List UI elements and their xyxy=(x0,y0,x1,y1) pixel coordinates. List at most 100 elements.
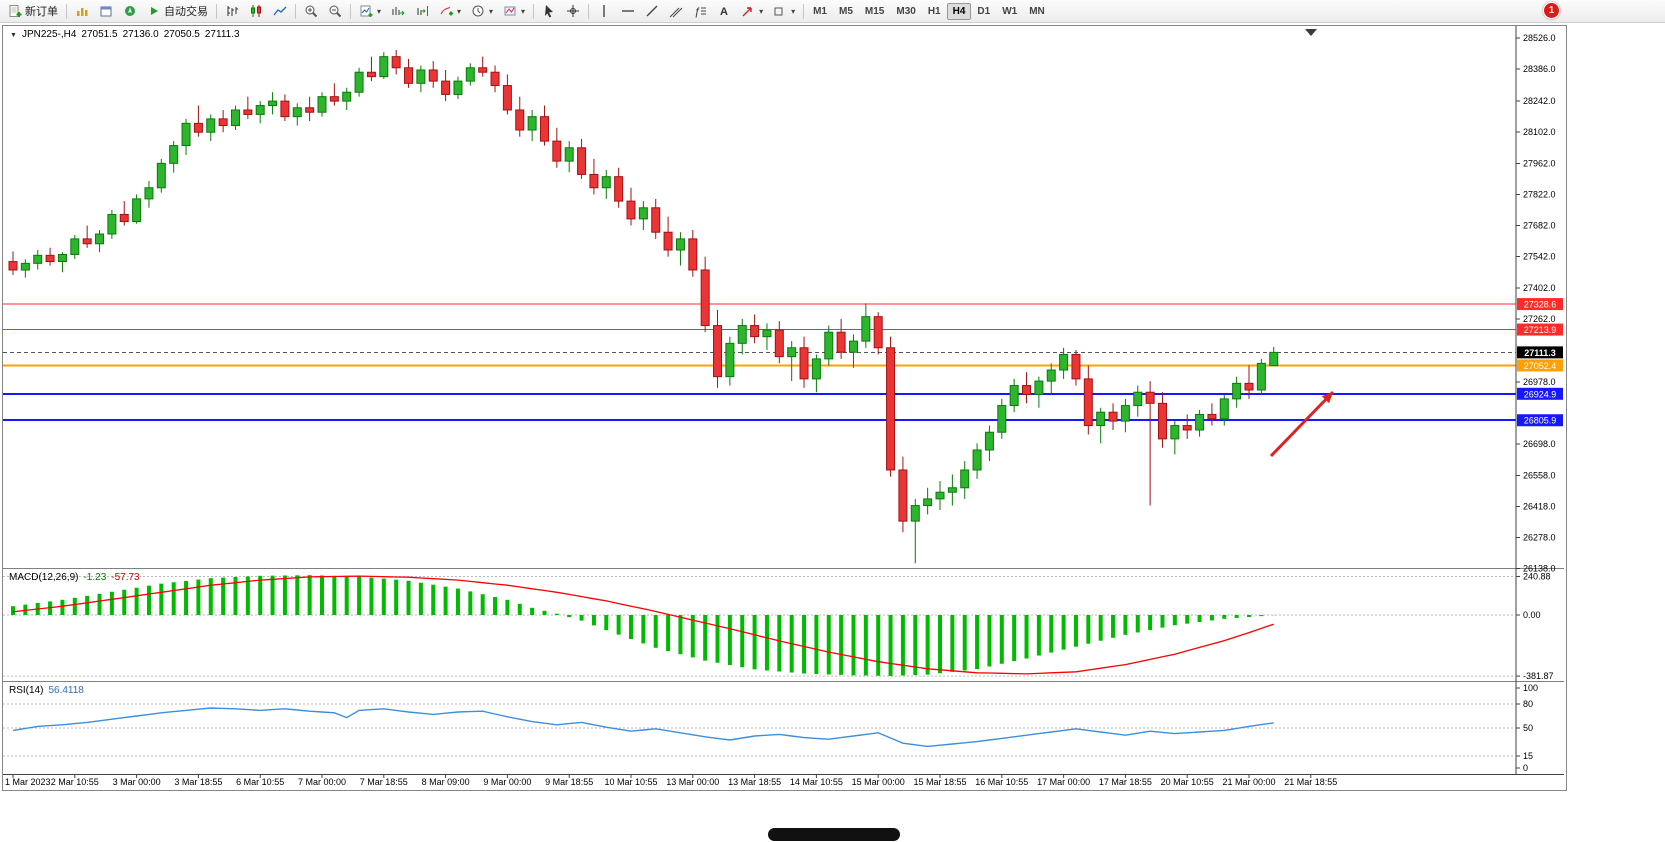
horizontal-line-button[interactable] xyxy=(616,1,640,22)
timeframe-h4-button[interactable]: H4 xyxy=(946,2,972,20)
timeframe-mn-button[interactable]: MN xyxy=(1029,5,1045,17)
autotrading-button[interactable]: 自动交易 xyxy=(142,1,213,22)
line-chart-icon xyxy=(273,6,287,16)
candles xyxy=(8,50,1279,564)
timeframe-m15-button[interactable]: M15 xyxy=(864,5,885,17)
dropdown-caret-icon: ▾ xyxy=(377,6,382,16)
timeframe-d1-button[interactable]: D1 xyxy=(977,5,991,17)
notification-badge[interactable]: 1 xyxy=(1543,2,1560,19)
svg-text:50: 50 xyxy=(1523,723,1533,733)
svg-text:28242.0: 28242.0 xyxy=(1523,96,1556,106)
trendline-button[interactable] xyxy=(640,1,664,22)
fibonacci-button[interactable]: ƒ xyxy=(688,1,712,22)
autoscroll-icon xyxy=(392,7,405,16)
toolbar-separator xyxy=(588,3,590,19)
indicators-button[interactable]: ▾ xyxy=(434,1,466,22)
svg-text:27962.0: 27962.0 xyxy=(1523,158,1556,168)
template-icon xyxy=(504,6,516,16)
svg-text:20 Mar 10:55: 20 Mar 10:55 xyxy=(1161,777,1214,787)
svg-text:2 Mar 10:55: 2 Mar 10:55 xyxy=(51,777,99,787)
svg-text:13 Mar 18:55: 13 Mar 18:55 xyxy=(728,777,781,787)
arrows-tool-button[interactable]: ▾ xyxy=(736,1,768,22)
svg-text:100: 100 xyxy=(1523,683,1538,693)
svg-text:27052.4: 27052.4 xyxy=(1524,361,1557,371)
autoscroll-button[interactable] xyxy=(386,1,410,22)
zoom-in-button[interactable] xyxy=(299,1,323,22)
svg-text:26978.0: 26978.0 xyxy=(1523,377,1556,387)
svg-text:27402.0: 27402.0 xyxy=(1523,283,1556,293)
svg-text:17 Mar 18:55: 17 Mar 18:55 xyxy=(1099,777,1152,787)
svg-text:14 Mar 10:55: 14 Mar 10:55 xyxy=(790,777,843,787)
svg-text:9 Mar 18:55: 9 Mar 18:55 xyxy=(545,777,593,787)
chart-shift-icon xyxy=(417,6,429,16)
candlestick-chart-button[interactable] xyxy=(244,1,268,22)
data-window-button[interactable] xyxy=(94,1,118,22)
svg-text:17 Mar 00:00: 17 Mar 00:00 xyxy=(1037,777,1090,787)
timeframe-w1-button[interactable]: W1 xyxy=(1002,5,1018,17)
periods-button[interactable]: ▾ xyxy=(466,1,498,22)
new-chart-button[interactable]: ▾ xyxy=(354,1,386,22)
timeframe-m5-button[interactable]: M5 xyxy=(839,5,853,17)
svg-text:26698.0: 26698.0 xyxy=(1523,439,1556,449)
trendline-icon xyxy=(646,5,658,17)
svg-text:27262.0: 27262.0 xyxy=(1523,314,1556,324)
price-axis: 28526.0 28386.0 28242.0 28102.0 27962.0 27822… xyxy=(1516,33,1556,574)
chart-canvas[interactable]: 28526.0 28386.0 28242.0 28102.0 27962.0 27822… xyxy=(3,26,1564,788)
chart-background xyxy=(3,26,1564,788)
zoom-out-button[interactable] xyxy=(323,1,347,22)
svg-text:0.00: 0.00 xyxy=(1523,610,1541,620)
svg-text:27822.0: 27822.0 xyxy=(1523,189,1556,199)
channel-button[interactable] xyxy=(664,1,688,22)
shapes-tool-button[interactable]: ▾ xyxy=(768,1,800,22)
svg-text:21 Mar 18:55: 21 Mar 18:55 xyxy=(1284,777,1337,787)
macd-panel: 240.88 0.00 -381.87 xyxy=(3,571,1554,681)
toolbar-separator xyxy=(66,3,67,19)
svg-text:3 Mar 18:55: 3 Mar 18:55 xyxy=(174,777,222,787)
toolbar-separator xyxy=(350,3,351,19)
timeframe-m1-button[interactable]: M1 xyxy=(813,5,827,17)
price-badge: 27213.9 xyxy=(1517,323,1563,336)
svg-text:15 Mar 00:00: 15 Mar 00:00 xyxy=(852,777,905,787)
dropdown-caret-icon: ▾ xyxy=(759,6,764,16)
timeframe-m30-button[interactable]: M30 xyxy=(896,5,916,17)
new-order-button[interactable]: 新订单 xyxy=(3,1,63,22)
line-chart-button[interactable] xyxy=(268,1,292,22)
svg-text:15: 15 xyxy=(1523,751,1533,761)
vertical-line-button[interactable] xyxy=(592,1,616,22)
svg-text:26278.0: 26278.0 xyxy=(1523,533,1556,543)
svg-text:9 Mar 00:00: 9 Mar 00:00 xyxy=(483,777,531,787)
svg-text:-381.87: -381.87 xyxy=(1523,671,1554,681)
zoom-out-icon xyxy=(329,5,342,18)
autotrading-label: 自动交易 xyxy=(164,6,208,18)
svg-text:1 Mar 2023: 1 Mar 2023 xyxy=(5,777,51,787)
timeframe-h1-button[interactable]: H1 xyxy=(927,5,941,17)
svg-text:13 Mar 00:00: 13 Mar 00:00 xyxy=(666,777,719,787)
text-tool-button[interactable]: A xyxy=(712,1,736,22)
vertical-line-icon xyxy=(603,5,605,17)
new-order-label: 新订单 xyxy=(25,6,58,18)
svg-text:27682.0: 27682.0 xyxy=(1523,221,1556,231)
arrow-tool-icon xyxy=(742,7,752,17)
svg-text:7 Mar 18:55: 7 Mar 18:55 xyxy=(360,777,408,787)
navigator-button[interactable] xyxy=(118,1,142,22)
chart-window: 28526.0 28386.0 28242.0 28102.0 27962.0 27822… xyxy=(2,25,1567,791)
templates-button[interactable]: ▾ xyxy=(498,1,530,22)
price-badge: 26805.9 xyxy=(1517,414,1563,427)
chart-dropdown-icon[interactable]: ▼ xyxy=(10,32,17,39)
svg-text:26138.0: 26138.0 xyxy=(1523,564,1556,574)
crosshair-icon xyxy=(567,5,580,17)
chart-shift-button[interactable] xyxy=(410,1,434,22)
bar-chart-icon xyxy=(227,6,238,16)
svg-text:0: 0 xyxy=(1523,763,1528,773)
cursor-button[interactable] xyxy=(537,1,561,22)
market-watch-button[interactable] xyxy=(70,1,94,22)
svg-text:21 Mar 00:00: 21 Mar 00:00 xyxy=(1222,777,1275,787)
rsi-panel: 100 80 50 15 0 xyxy=(3,683,1538,773)
crosshair-button[interactable] xyxy=(561,1,585,22)
bar-chart-button[interactable] xyxy=(220,1,244,22)
shapes-tool-icon xyxy=(774,7,783,16)
svg-text:ƒ: ƒ xyxy=(694,6,700,18)
screen-edge-pill xyxy=(768,828,900,841)
svg-text:27542.0: 27542.0 xyxy=(1523,252,1556,262)
